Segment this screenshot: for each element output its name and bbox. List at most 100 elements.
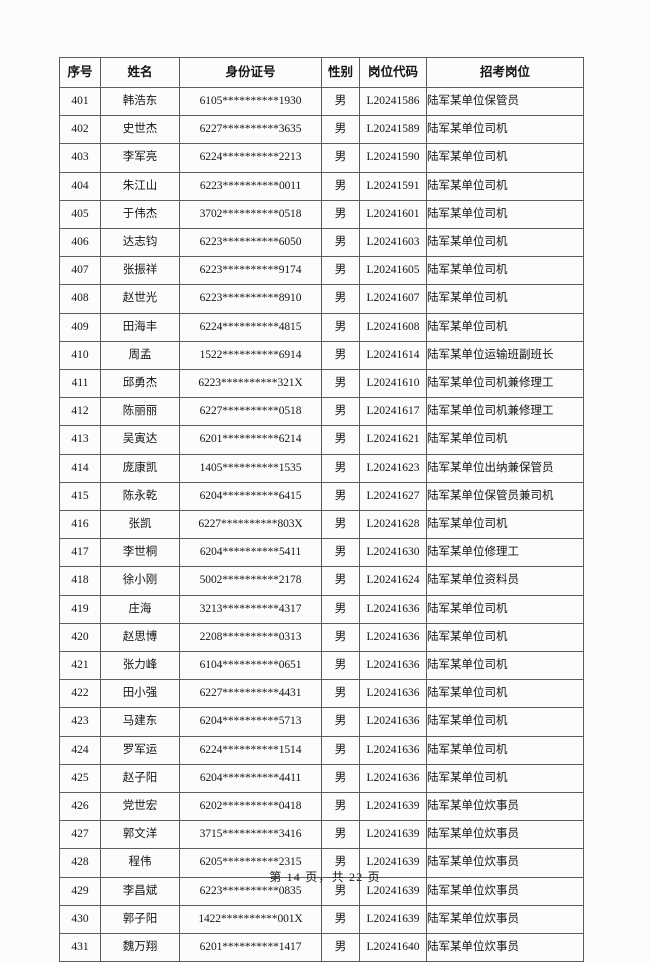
cell-code: L20241590 bbox=[359, 143, 427, 173]
column-header-name: 姓名 bbox=[100, 57, 180, 88]
table-row: 421 张力峰 6104**********0651 男 L20241636 陆军某单位司… bbox=[59, 651, 584, 681]
page-footer: 第 14 页，共 22 页 bbox=[269, 870, 381, 884]
cell-id: 6204**********6415 bbox=[179, 481, 322, 512]
cell-code: L20241639 bbox=[359, 876, 427, 906]
cell-seq: 424 bbox=[59, 735, 101, 765]
cell-id: 6201**********6214 bbox=[179, 425, 322, 455]
cell-code: L20241627 bbox=[359, 481, 427, 512]
table-row: 420 赵思博 2208**********0313 男 L20241636 陆军某单位司… bbox=[59, 622, 584, 653]
cell-name: 郭子阳 bbox=[100, 904, 180, 935]
cell-post: 陆军某单位司机 bbox=[426, 425, 584, 455]
cell-code: L20241636 bbox=[359, 679, 427, 709]
table-body: 401 韩浩东 6105**********1930 男 L20241586 陆军某单位保… bbox=[59, 86, 584, 962]
cell-id: 6204**********5713 bbox=[179, 707, 322, 737]
cell-code: L20241624 bbox=[359, 566, 427, 596]
table-row: 409 田海丰 6224**********4815 男 L20241608 陆军某单位司… bbox=[59, 312, 584, 342]
cell-post: 陆军某单位司机兼修理工 bbox=[426, 369, 584, 399]
cell-sex: 男 bbox=[321, 651, 360, 681]
roster-table-container: 序号 姓名 身份证号 性别 岗位代码 招考岗位 401 韩浩东 6105******… bbox=[59, 57, 584, 962]
column-header-id: 身份证号 bbox=[179, 57, 322, 88]
cell-name: 田小强 bbox=[100, 679, 180, 709]
cell-name: 史世杰 bbox=[100, 115, 180, 145]
cell-post: 陆军某单位司机 bbox=[426, 763, 584, 794]
table-row: 408 赵世光 6223**********8910 男 L20241607 陆军某单位司… bbox=[59, 284, 584, 314]
cell-id: 6223**********0011 bbox=[179, 171, 322, 201]
cell-name: 达志钧 bbox=[100, 228, 180, 258]
cell-sex: 男 bbox=[321, 86, 360, 117]
cell-id: 6223**********9174 bbox=[179, 256, 322, 286]
cell-id: 6104**********0651 bbox=[179, 651, 322, 681]
cell-code: L20241591 bbox=[359, 171, 427, 201]
cell-seq: 405 bbox=[59, 199, 101, 230]
cell-name: 张力峰 bbox=[100, 651, 180, 681]
column-header-seq: 序号 bbox=[59, 57, 101, 88]
cell-name: 张振祥 bbox=[100, 256, 180, 286]
cell-seq: 418 bbox=[59, 566, 101, 596]
cell-code: L20241628 bbox=[359, 510, 427, 540]
cell-name: 李军亮 bbox=[100, 143, 180, 173]
cell-post: 陆军某单位资料员 bbox=[426, 566, 584, 596]
cell-post: 陆军某单位炊事员 bbox=[426, 792, 584, 822]
cell-seq: 428 bbox=[59, 848, 101, 878]
cell-id: 1405**********1535 bbox=[179, 453, 322, 483]
table-row: 403 李军亮 6224**********2213 男 L20241590 陆军某单位司… bbox=[59, 143, 584, 173]
cell-sex: 男 bbox=[321, 566, 360, 596]
cell-post: 陆军某单位保管员 bbox=[426, 86, 584, 117]
table-row: 401 韩浩东 6105**********1930 男 L20241586 陆军某单位保… bbox=[59, 86, 584, 117]
cell-id: 6202**********0418 bbox=[179, 792, 322, 822]
table-row: 422 田小强 6227**********4431 男 L20241636 陆军某单位司… bbox=[59, 679, 584, 709]
cell-sex: 男 bbox=[321, 904, 360, 935]
cell-seq: 408 bbox=[59, 284, 101, 314]
cell-sex: 男 bbox=[321, 707, 360, 737]
table-row: 416 张凯 6227**********803X 男 L20241628 陆军某单位司机 bbox=[59, 510, 584, 540]
cell-seq: 415 bbox=[59, 481, 101, 512]
table-header-row: 序号 姓名 身份证号 性别 岗位代码 招考岗位 bbox=[59, 57, 584, 88]
cell-id: 6224**********4815 bbox=[179, 312, 322, 342]
cell-sex: 男 bbox=[321, 792, 360, 822]
cell-sex: 男 bbox=[321, 848, 360, 878]
cell-sex: 男 bbox=[321, 397, 360, 427]
cell-seq: 412 bbox=[59, 397, 101, 427]
cell-post: 陆军某单位司机 bbox=[426, 735, 584, 765]
table-row: 427 郭文洋 3715**********3416 男 L20241639 陆军某单位炊… bbox=[59, 820, 584, 850]
table-row: 402 史世杰 6227**********3635 男 L20241589 陆军某单位司… bbox=[59, 115, 584, 145]
cell-post: 陆军某单位司机 bbox=[426, 651, 584, 681]
cell-id: 1422**********001X bbox=[179, 904, 322, 935]
cell-seq: 406 bbox=[59, 228, 101, 258]
table-row: 414 庞康凯 1405**********1535 男 L20241623 陆军某单位出… bbox=[59, 453, 584, 483]
cell-code: L20241636 bbox=[359, 707, 427, 737]
cell-post: 陆军某单位炊事员 bbox=[426, 848, 584, 878]
cell-id: 6224**********2213 bbox=[179, 143, 322, 173]
cell-code: L20241636 bbox=[359, 651, 427, 681]
cell-sex: 男 bbox=[321, 594, 360, 624]
cell-sex: 男 bbox=[321, 763, 360, 794]
table-row: 419 庄海 3213**********4317 男 L20241636 陆军某单位司机 bbox=[59, 594, 584, 624]
column-header-post: 招考岗位 bbox=[426, 57, 584, 88]
cell-post: 陆军某单位司机 bbox=[426, 115, 584, 145]
cell-post: 陆军某单位出纳兼保管员 bbox=[426, 453, 584, 483]
table-row: 415 陈永乾 6204**********6415 男 L20241627 陆军某单位保… bbox=[59, 481, 584, 512]
cell-sex: 男 bbox=[321, 876, 360, 906]
cell-sex: 男 bbox=[321, 510, 360, 540]
table-row: 412 陈丽丽 6227**********0518 男 L20241617 陆军某单位司… bbox=[59, 397, 584, 427]
cell-seq: 416 bbox=[59, 510, 101, 540]
table-row: 405 于伟杰 3702**********0518 男 L20241601 陆军某单位司… bbox=[59, 199, 584, 230]
cell-id: 6227**********0518 bbox=[179, 397, 322, 427]
cell-code: L20241640 bbox=[359, 933, 427, 962]
cell-code: L20241639 bbox=[359, 904, 427, 935]
cell-post: 陆军某单位司机 bbox=[426, 171, 584, 201]
cell-code: L20241589 bbox=[359, 115, 427, 145]
column-header-sex: 性别 bbox=[321, 57, 360, 88]
table-row: 404 朱江山 6223**********0011 男 L20241591 陆军某单位司… bbox=[59, 171, 584, 201]
cell-seq: 431 bbox=[59, 933, 101, 962]
cell-sex: 男 bbox=[321, 679, 360, 709]
cell-id: 6227**********4431 bbox=[179, 679, 322, 709]
cell-sex: 男 bbox=[321, 538, 360, 568]
cell-name: 陈丽丽 bbox=[100, 397, 180, 427]
table-row: 431 魏万翔 6201**********1417 男 L20241640 陆军某单位炊… bbox=[59, 933, 584, 962]
cell-name: 罗军运 bbox=[100, 735, 180, 765]
cell-name: 李昌斌 bbox=[100, 876, 180, 906]
cell-code: L20241610 bbox=[359, 369, 427, 399]
cell-seq: 426 bbox=[59, 792, 101, 822]
cell-sex: 男 bbox=[321, 453, 360, 483]
